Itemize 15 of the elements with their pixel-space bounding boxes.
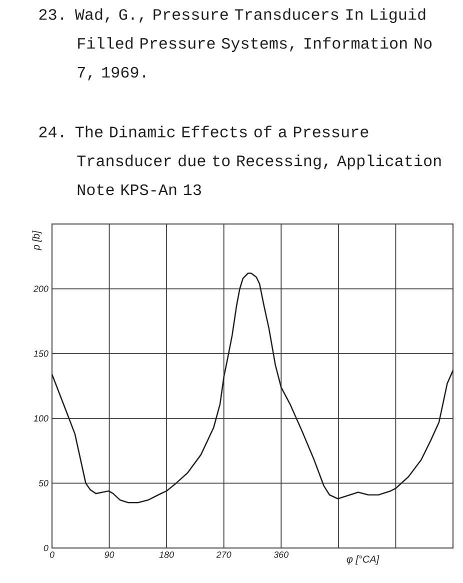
line-series: [51, 272, 454, 504]
text: 23. Wad, G., Pressure Transducers In Liguid Filled Pressure Systems, Information No 7, 1969.: [39, 8, 432, 80]
y-tick-label: 200: [33, 286, 48, 292]
y-tick-label: 150: [34, 350, 48, 357]
x-tick-label: 90: [104, 552, 114, 558]
y-axis-title: p [b]: [32, 230, 42, 250]
y-tick-label: 100: [34, 415, 48, 422]
y-tick-label: 0: [44, 544, 48, 552]
x-tick-label: 270: [216, 552, 232, 558]
text: 24. The Dinamic Effects of a Pressure Transducer due to Recessing, Application Note KPS-An 13: [39, 126, 441, 196]
y-tick-label: 50: [38, 480, 48, 486]
x-tick-label: 180: [159, 552, 174, 558]
x-tick-label: 360: [274, 552, 289, 558]
x-tick-label: 0: [50, 552, 54, 558]
x-axis-title: φ [°CA]: [346, 555, 380, 565]
